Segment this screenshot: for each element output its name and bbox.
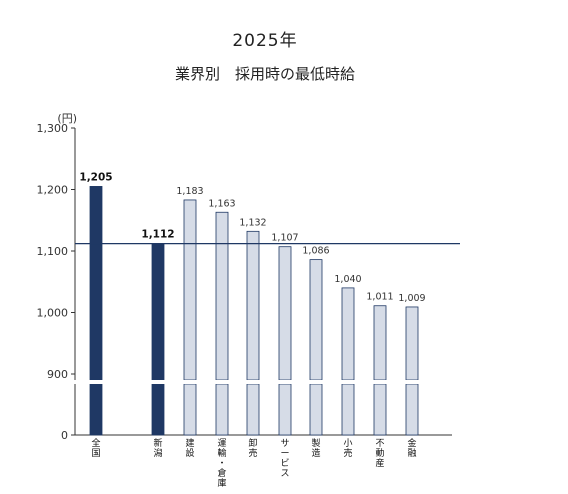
category-label: 製造 [311, 437, 320, 459]
bar-layer [74, 186, 460, 436]
y-tick-label: 1,200 [37, 184, 69, 197]
category-label: 卸売 [248, 437, 257, 459]
axis-layer: 0 900 1,000 1,100 1,200 1,300(円) [37, 112, 452, 442]
bar [278, 246, 292, 381]
bar-lower [89, 383, 103, 436]
bar [309, 259, 323, 381]
bar [373, 305, 387, 381]
bar [151, 243, 165, 381]
bar-lower [373, 383, 387, 436]
bar [341, 287, 355, 381]
y-axis-unit: (円) [57, 112, 77, 125]
data-label: 1,040 [334, 274, 361, 285]
data-label: 1,163 [208, 198, 235, 209]
y-tick-label: 900 [47, 368, 68, 381]
category-label: 建設 [185, 437, 194, 459]
y-tick-label: 0 [61, 429, 68, 442]
category-label: 小売 [343, 438, 352, 459]
bar [246, 230, 260, 381]
bar [215, 211, 229, 381]
bar [183, 199, 197, 381]
bar-lower [246, 383, 260, 436]
y-tick-label: 1,300 [37, 122, 69, 135]
data-label: 1,205 [79, 171, 112, 183]
bar-lower [215, 383, 229, 436]
bar [89, 186, 103, 381]
data-label: 1,112 [141, 229, 174, 241]
data-label: 1,009 [398, 293, 425, 304]
bar-lower [341, 383, 355, 436]
category-label: 不動産 [375, 438, 384, 469]
category-label: 新潟 [153, 437, 162, 459]
y-tick-label: 1,100 [37, 245, 69, 258]
data-label: 1,132 [239, 217, 266, 228]
bar [405, 306, 419, 381]
category-label: 金融 [407, 437, 416, 459]
bar-lower [183, 383, 197, 436]
category-label: 全国 [91, 437, 100, 459]
chart-title: 2025年 [232, 31, 298, 51]
category-label: 運輸・倉庫 [217, 438, 226, 489]
data-label: 1,086 [302, 246, 329, 257]
bar-lower [405, 383, 419, 436]
axis-break-gap [74, 380, 454, 384]
label-layer: 1,205 全国 1,112 新潟 1,183 建設 1,163 運輸・倉庫 1,132 卸売 1,… [79, 171, 425, 489]
chart-subtitle: 業界別 採用時の最低時給 [174, 65, 355, 83]
bar-lower [278, 383, 292, 436]
category-label: サービス [280, 438, 289, 479]
bar-lower [309, 383, 323, 436]
data-label: 1,107 [271, 233, 298, 244]
y-tick-label: 1,000 [37, 307, 69, 320]
data-label: 1,183 [176, 186, 203, 197]
data-label: 1,011 [366, 292, 393, 303]
bar-lower [151, 383, 165, 436]
